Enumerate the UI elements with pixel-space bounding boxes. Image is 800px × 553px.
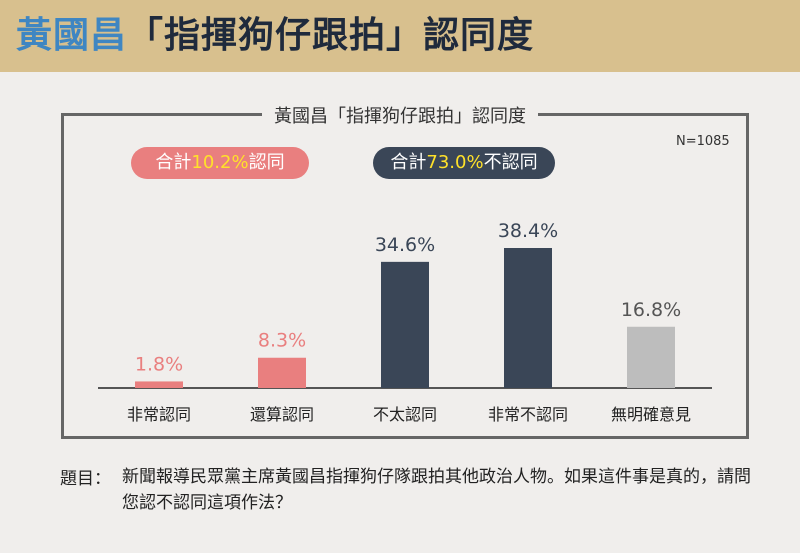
disagree-total-value: 73.0% bbox=[426, 152, 484, 173]
value-label-1: 1.8% bbox=[135, 353, 183, 375]
header-banner: 黃國昌「指揮狗仔跟拍」認同度 bbox=[0, 0, 800, 72]
question-text: 新聞報導民眾黨主席黃國昌指揮狗仔隊跟拍其他政治人物。如果這件事是真的，請問您認不… bbox=[122, 467, 751, 513]
bar-4 bbox=[504, 248, 552, 388]
value-label-4: 38.4% bbox=[498, 220, 558, 242]
page-title: 黃國昌「指揮狗仔跟拍」認同度 bbox=[16, 6, 534, 58]
value-label-2: 8.3% bbox=[258, 330, 306, 352]
page-title-highlight: 黃國昌 bbox=[16, 15, 128, 56]
category-label-2: 還算認同 bbox=[250, 405, 314, 424]
bar-1 bbox=[135, 381, 183, 388]
disagree-suffix: 不認同 bbox=[483, 152, 538, 173]
agree-prefix: 合計 bbox=[155, 152, 192, 173]
value-label-3: 34.6% bbox=[375, 234, 435, 256]
category-label-1: 非常認同 bbox=[127, 405, 191, 424]
disagree-prefix: 合計 bbox=[390, 152, 427, 173]
question-prefix: 題目： bbox=[60, 469, 111, 489]
value-label-5: 16.8% bbox=[621, 299, 681, 321]
bar-3 bbox=[381, 261, 429, 388]
bar-5 bbox=[627, 326, 675, 388]
category-label-5: 無明確意見 bbox=[611, 405, 691, 424]
agree-total-value: 10.2% bbox=[191, 152, 249, 173]
category-label-4: 非常不認同 bbox=[488, 405, 568, 424]
agree-suffix: 認同 bbox=[248, 152, 285, 173]
page-title-rest: 「指揮狗仔跟拍」認同度 bbox=[127, 15, 535, 56]
category-label-3: 不太認同 bbox=[373, 405, 437, 424]
sample-size: N=1085 bbox=[676, 134, 730, 149]
agree-total-badge: 合計10.2%認同 bbox=[131, 147, 309, 179]
bar-2 bbox=[258, 357, 306, 388]
disagree-total-badge: 合計73.0%不認同 bbox=[373, 147, 555, 179]
